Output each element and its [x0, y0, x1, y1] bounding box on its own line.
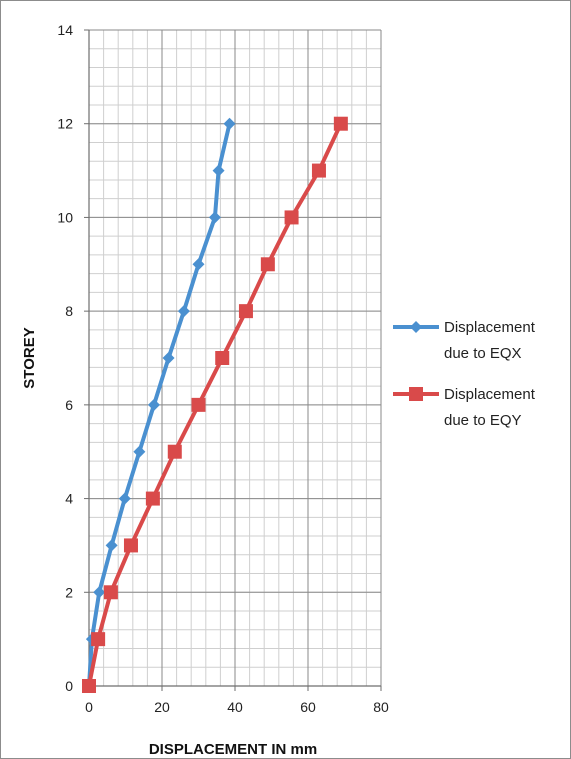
y-tick-label: 6	[65, 397, 73, 413]
data-point-square	[215, 351, 230, 365]
legend-label-eqx-line1: Displacement	[444, 319, 536, 336]
data-point-diamond	[192, 258, 205, 271]
x-tick-label: 80	[373, 699, 389, 715]
legend-label-eqy-line1: Displacement	[444, 386, 536, 403]
data-point-square	[260, 257, 275, 272]
data-point-square	[82, 679, 96, 693]
data-point-diamond	[162, 352, 175, 364]
series-layer	[82, 116, 348, 693]
data-point-diamond	[118, 492, 131, 505]
legend-label-eqy-line2: due to EQY	[444, 412, 522, 429]
x-tick-label: 40	[227, 699, 243, 715]
y-axis-title: STOREY	[21, 327, 38, 388]
data-point-diamond	[93, 586, 106, 599]
data-point-diamond	[147, 398, 160, 411]
data-point-square	[123, 538, 138, 553]
y-tick-label: 8	[65, 303, 73, 319]
x-tick-label: 60	[300, 699, 316, 715]
data-point-square	[191, 397, 206, 412]
y-tick-label: 10	[57, 209, 73, 225]
data-point-diamond	[105, 539, 118, 552]
legend-entry-eqx: Displacement due to EQX	[393, 319, 536, 362]
y-tick-labels: 0 2 4 6 8 10 12 14	[57, 22, 73, 694]
data-point-diamond	[133, 445, 146, 458]
legend: Displacement due to EQX Displacement due…	[393, 319, 536, 429]
data-point-diamond	[223, 117, 236, 130]
x-axis-title: DISPLACEMENT IN mm	[149, 741, 317, 758]
legend-entry-eqy: Displacement due to EQY	[393, 386, 536, 429]
data-point-square	[284, 210, 299, 225]
x-tick-label: 0	[85, 699, 93, 715]
y-tick-label: 2	[65, 584, 73, 600]
x-tick-labels: 0 20 40 60 80	[85, 699, 389, 715]
data-point-diamond	[177, 305, 190, 318]
legend-marker-eqy	[409, 387, 423, 401]
data-point-square	[311, 163, 326, 178]
data-point-diamond	[212, 164, 225, 177]
data-point-square	[91, 632, 106, 647]
data-point-square	[145, 491, 160, 506]
x-tick-label: 20	[154, 699, 170, 715]
y-tick-label: 4	[65, 491, 73, 507]
series-1	[82, 116, 348, 693]
data-point-square	[167, 444, 182, 459]
data-point-square	[103, 585, 118, 600]
y-tick-label: 0	[65, 678, 73, 694]
data-point-diamond	[208, 211, 221, 224]
legend-marker-eqx	[410, 321, 422, 333]
y-tick-label: 14	[57, 22, 73, 38]
data-point-square	[333, 116, 348, 131]
legend-label-eqx-line2: due to EQX	[444, 345, 522, 362]
y-tick-label: 12	[57, 116, 73, 132]
axes	[84, 29, 382, 691]
data-point-square	[238, 304, 253, 319]
